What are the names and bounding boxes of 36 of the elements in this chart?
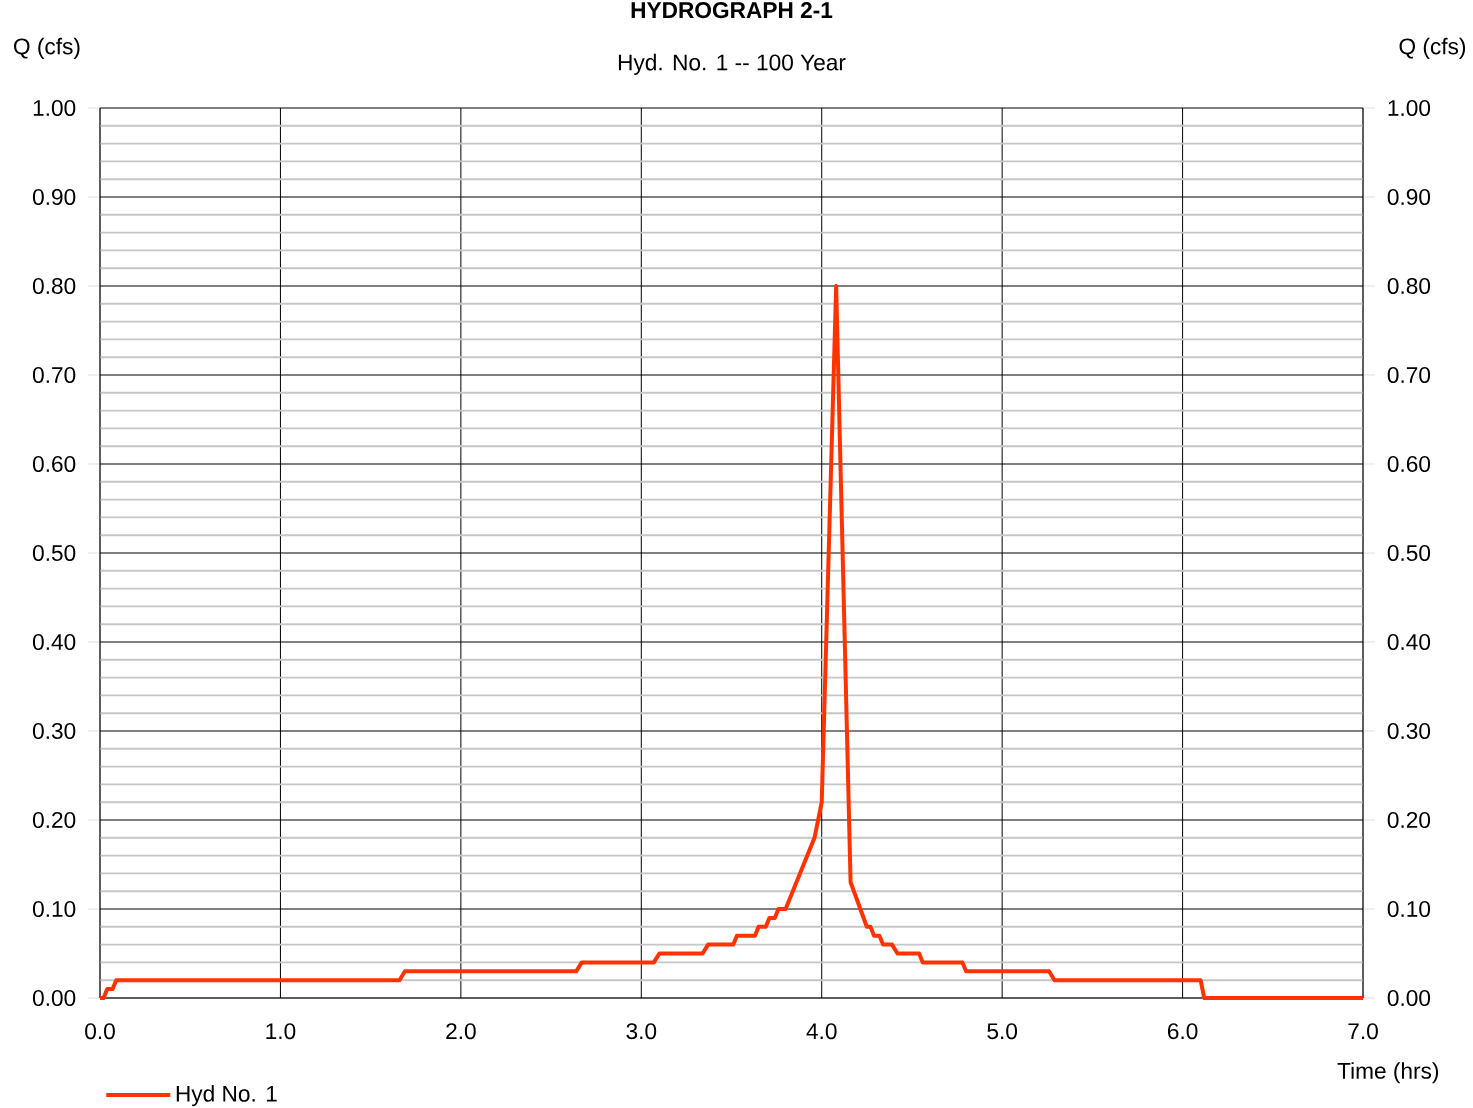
legend-label: Hyd No. 1 bbox=[176, 1085, 277, 1107]
y2-tick-label: 0.40 bbox=[1387, 633, 1431, 651]
x-tick-label: 3.0 bbox=[626, 1023, 657, 1040]
y2-tick-label: 0.60 bbox=[1387, 455, 1431, 473]
y-tick-label: 0.30 bbox=[32, 722, 76, 740]
y-tick-label: 0.60 bbox=[32, 455, 76, 473]
y-tick-label: 0.00 bbox=[32, 989, 76, 1007]
y2-axis-title: Q (cfs) bbox=[1399, 37, 1466, 59]
y-tick-label: 0.70 bbox=[32, 366, 76, 384]
y-tick-label: 0.50 bbox=[32, 544, 76, 562]
y2-tick-label: 0.10 bbox=[1387, 900, 1431, 918]
x-tick-label: 2.0 bbox=[446, 1023, 476, 1040]
x-tick-label: 4.0 bbox=[806, 1023, 837, 1040]
y-axis-title: Q (cfs) bbox=[14, 37, 80, 59]
x-tick-label: 1.0 bbox=[266, 1023, 296, 1040]
x-tick-label: 0.0 bbox=[85, 1023, 115, 1040]
y2-tick-label: 0.30 bbox=[1387, 722, 1431, 740]
y-tick-label: 0.80 bbox=[32, 277, 76, 295]
y-tick-label: 0.20 bbox=[32, 811, 76, 829]
chart-title: HYDROGRAPH 2-1 bbox=[631, 2, 833, 19]
y2-tick-label: 0.70 bbox=[1387, 366, 1431, 384]
y-tick-label: 0.40 bbox=[32, 633, 76, 651]
y2-tick-label: 0.50 bbox=[1387, 544, 1431, 562]
y2-tick-label: 1.00 bbox=[1388, 99, 1431, 117]
chart-subtitle: Hyd. No. 1 -- 100 Year bbox=[618, 53, 846, 75]
y2-tick-label: 0.80 bbox=[1387, 277, 1431, 295]
y2-tick-label: 0.90 bbox=[1387, 188, 1431, 206]
x-tick-label: 6.0 bbox=[1167, 1023, 1198, 1040]
y-tick-label: 1.00 bbox=[33, 99, 76, 117]
x-tick-label: 7.0 bbox=[1348, 1023, 1378, 1040]
y-tick-label: 0.90 bbox=[32, 188, 76, 206]
y-tick-label: 0.10 bbox=[32, 900, 76, 918]
x-tick-label: 5.0 bbox=[987, 1023, 1018, 1040]
y2-tick-label: 0.00 bbox=[1387, 989, 1431, 1007]
x-axis-title: Time (hrs) bbox=[1337, 1062, 1439, 1084]
y2-tick-label: 0.20 bbox=[1387, 811, 1431, 829]
